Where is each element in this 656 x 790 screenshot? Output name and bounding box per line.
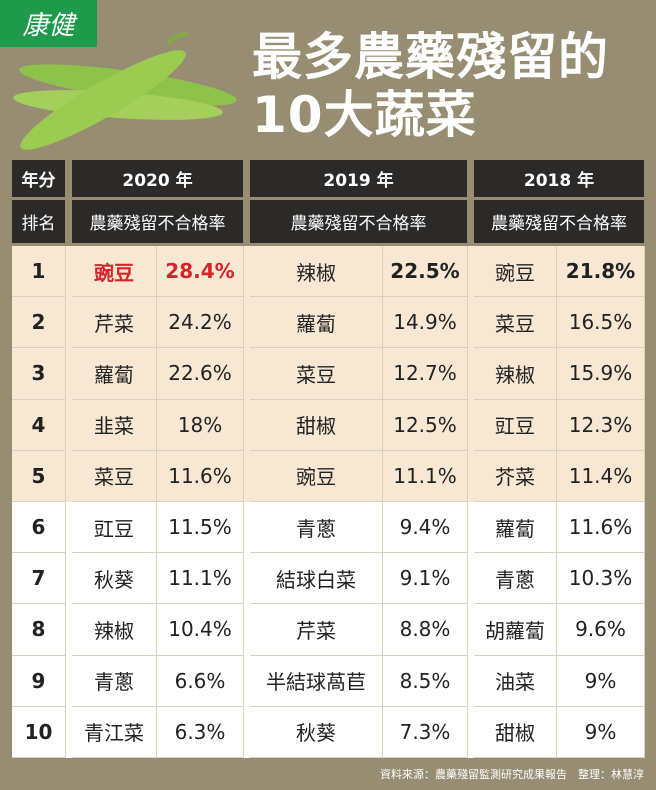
vegetable-cell: 韭菜 bbox=[72, 399, 157, 451]
rate-cell: 9.4% bbox=[383, 501, 468, 554]
table-row: 6 豇豆 11.5% 青蔥 9.4% 蘿蔔 11.6% bbox=[12, 501, 645, 554]
vegetable-cell: 豇豆 bbox=[474, 399, 557, 451]
table-row: 5 菜豆 11.6% 豌豆 11.1% 芥菜 11.4% bbox=[12, 450, 645, 502]
rate-cell: 9.6% bbox=[557, 604, 645, 656]
title-line-2: 10大蔬菜 bbox=[252, 86, 477, 144]
vegetable-cell: 芥菜 bbox=[474, 450, 557, 502]
rate-cell: 24.2% bbox=[157, 297, 244, 349]
metric-2020: 農藥殘留不合格率 bbox=[72, 200, 244, 246]
rank-cell: 9 bbox=[12, 655, 66, 707]
rate-cell: 9% bbox=[557, 655, 645, 707]
vegetable-cell: 芹菜 bbox=[72, 297, 157, 349]
rank-cell: 1 bbox=[12, 246, 66, 298]
rate-cell: 11.1% bbox=[383, 450, 468, 502]
rate-cell: 16.5% bbox=[557, 297, 645, 349]
rate-cell: 12.5% bbox=[383, 399, 468, 451]
rate-cell: 10.3% bbox=[557, 553, 645, 605]
vegetable-cell: 青蔥 bbox=[250, 501, 383, 554]
rate-cell: 11.5% bbox=[157, 501, 244, 554]
vegetable-cell: 半結球萵苣 bbox=[250, 655, 383, 707]
vegetable-cell: 青江菜 bbox=[72, 706, 157, 758]
table-row: 4 韭菜 18% 甜椒 12.5% 豇豆 12.3% bbox=[12, 399, 645, 451]
title-line-1: 最多農藥殘留的 bbox=[252, 28, 609, 86]
vegetable-cell: 蘿蔔 bbox=[250, 297, 383, 349]
table-row: 3 蘿蔔 22.6% 菜豆 12.7% 辣椒 15.9% bbox=[12, 348, 645, 400]
vegetable-cell: 甜椒 bbox=[250, 399, 383, 451]
vegetable-cell: 秋葵 bbox=[72, 553, 157, 605]
vegetable-cell: 胡蘿蔔 bbox=[474, 604, 557, 656]
vegetable-cell: 芹菜 bbox=[250, 604, 383, 656]
rate-cell: 10.4% bbox=[157, 604, 244, 656]
rate-cell: 9.1% bbox=[383, 553, 468, 605]
rate-cell: 8.5% bbox=[383, 655, 468, 707]
rate-cell: 6.3% bbox=[157, 706, 244, 758]
rank-cell: 8 bbox=[12, 604, 66, 656]
rank-cell: 10 bbox=[12, 706, 66, 758]
year-label: 年分 bbox=[12, 160, 66, 200]
rank-cell: 3 bbox=[12, 348, 66, 400]
vegetable-cell: 菜豆 bbox=[72, 450, 157, 502]
vegetable-cell: 豌豆 bbox=[474, 246, 557, 298]
rate-cell: 11.6% bbox=[557, 501, 645, 554]
metric-2019: 農藥殘留不合格率 bbox=[250, 200, 468, 246]
rate-cell: 11.6% bbox=[157, 450, 244, 502]
rate-cell: 28.4% bbox=[157, 246, 244, 298]
vegetable-cell: 豇豆 bbox=[72, 501, 157, 554]
rank-cell: 6 bbox=[12, 501, 66, 554]
rate-cell: 21.8% bbox=[557, 246, 645, 298]
year-2020: 2020 年 bbox=[72, 160, 244, 200]
vegetable-cell: 油菜 bbox=[474, 655, 557, 707]
rate-cell: 12.3% bbox=[557, 399, 645, 451]
page-title: 最多農藥殘留的 10大蔬菜 bbox=[252, 28, 609, 144]
vegetable-cell: 甜椒 bbox=[474, 706, 557, 758]
rate-cell: 22.6% bbox=[157, 348, 244, 400]
vegetable-cell: 豌豆 bbox=[250, 450, 383, 502]
vegetable-cell: 青蔥 bbox=[474, 553, 557, 605]
rank-cell: 7 bbox=[12, 553, 66, 605]
rank-cell: 2 bbox=[12, 297, 66, 349]
rate-cell: 18% bbox=[157, 399, 244, 451]
footer-source: 資料來源：農藥殘留監測研究成果報告 整理：林慧淳 bbox=[380, 768, 644, 781]
rank-cell: 4 bbox=[12, 399, 66, 451]
vegetable-cell: 秋葵 bbox=[250, 706, 383, 758]
table-row: 7 秋葵 11.1% 結球白菜 9.1% 青蔥 10.3% bbox=[12, 553, 645, 605]
table-row: 10 青江菜 6.3% 秋葵 7.3% 甜椒 9% bbox=[12, 706, 645, 758]
vegetable-cell: 青蔥 bbox=[72, 655, 157, 707]
table-row: 1 豌豆 28.4% 辣椒 22.5% 豌豆 21.8% bbox=[12, 246, 645, 298]
vegetable-cell: 豌豆 bbox=[72, 246, 157, 298]
rate-cell: 14.9% bbox=[383, 297, 468, 349]
rate-cell: 22.5% bbox=[383, 246, 468, 298]
metric-2018: 農藥殘留不合格率 bbox=[474, 200, 645, 246]
vegetable-cell: 辣椒 bbox=[250, 246, 383, 298]
rate-cell: 15.9% bbox=[557, 348, 645, 400]
rate-cell: 12.7% bbox=[383, 348, 468, 400]
rate-cell: 7.3% bbox=[383, 706, 468, 758]
vegetable-cell: 菜豆 bbox=[474, 297, 557, 349]
year-2019: 2019 年 bbox=[250, 160, 468, 200]
vegetable-cell: 辣椒 bbox=[72, 604, 157, 656]
rate-cell: 11.4% bbox=[557, 450, 645, 502]
vegetable-cell: 結球白菜 bbox=[250, 553, 383, 605]
pesticide-table: 年分 2020 年 2019 年 2018 年 排名 農藥殘留不合格率 農藥殘留… bbox=[12, 160, 645, 758]
rank-label: 排名 bbox=[12, 200, 66, 246]
table-row: 9 青蔥 6.6% 半結球萵苣 8.5% 油菜 9% bbox=[12, 655, 645, 707]
rate-cell: 11.1% bbox=[157, 553, 244, 605]
vegetable-cell: 菜豆 bbox=[250, 348, 383, 400]
vegetable-cell: 蘿蔔 bbox=[72, 348, 157, 400]
vegetable-cell: 辣椒 bbox=[474, 348, 557, 400]
rate-cell: 9% bbox=[557, 706, 645, 758]
vegetable-cell: 蘿蔔 bbox=[474, 501, 557, 554]
snow-pea-image bbox=[13, 32, 237, 150]
year-2018: 2018 年 bbox=[474, 160, 645, 200]
table-row: 8 辣椒 10.4% 芹菜 8.8% 胡蘿蔔 9.6% bbox=[12, 604, 645, 656]
rank-cell: 5 bbox=[12, 450, 66, 502]
rate-cell: 8.8% bbox=[383, 604, 468, 656]
logo: 康健 bbox=[0, 0, 97, 47]
rate-cell: 6.6% bbox=[157, 655, 244, 707]
table-row: 2 芹菜 24.2% 蘿蔔 14.9% 菜豆 16.5% bbox=[12, 297, 645, 349]
